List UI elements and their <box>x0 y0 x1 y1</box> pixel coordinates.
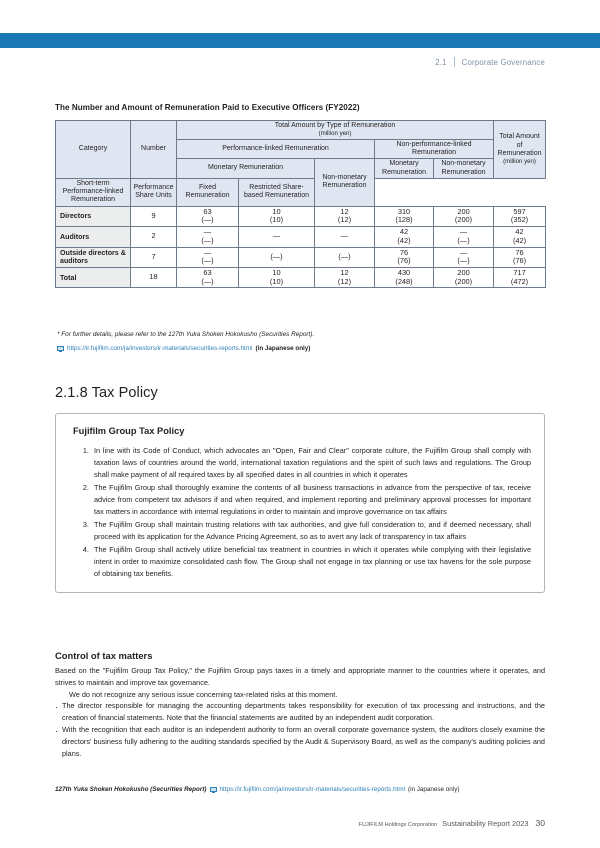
list-item: The Fujifilm Group shall actively utiliz… <box>91 544 531 579</box>
control-paragraph-1: Based on the "Fujifilm Group Tax Policy,… <box>55 666 545 687</box>
table-header: Category Number Total Amount by Type of … <box>55 120 547 207</box>
running-head-section-title: Corporate Governance <box>461 57 545 67</box>
page-footer: FUJIFILM Holdings Corporation Sustainabi… <box>359 818 546 828</box>
header-performance-linked: Performance-linked Remuneration <box>176 138 375 160</box>
row-total: 597 (352) <box>493 205 547 228</box>
header-number-label: Number <box>141 145 166 153</box>
source-url[interactable]: https://ir.fujifilm.com/ja/investors/ir-… <box>219 786 405 793</box>
control-of-tax-matters-body: Based on the "Fujifilm Group Tax Policy,… <box>55 665 545 760</box>
source-title: 127th Yuka Shoken Hokokusho (Securities … <box>55 786 207 793</box>
header-short-term: Short-term Performance-linked Remunerati… <box>55 177 131 207</box>
source-language-note: (in Japanese only) <box>407 786 460 793</box>
row-total: 76 (76) <box>493 246 547 269</box>
list-item: With the recognition that each auditor i… <box>55 724 545 759</box>
header-total-amount-label: Total Amount of Remuneration <box>497 133 542 157</box>
tax-policy-list: In line with its Code of Conduct, which … <box>69 445 531 579</box>
header-non-performance-linked: Non-performance-linked Remuneration <box>373 138 495 160</box>
row-category: Auditors <box>55 226 131 248</box>
row-psu: (—) <box>238 246 315 269</box>
row-psu: — <box>238 226 315 248</box>
table-row: Auditors 2 — (—) — — 42 (42) — (—) 42 (4… <box>55 226 547 248</box>
row-non-monetary: — <box>314 226 375 248</box>
footer-corporation: FUJIFILM Holdings Corporation <box>358 822 438 828</box>
row-total: 42 (42) <box>493 226 547 248</box>
table-caption: The Number and Amount of Remuneration Pa… <box>55 103 360 112</box>
row-non-monetary: 12 (12) <box>314 267 375 289</box>
row-number: 7 <box>130 246 177 269</box>
header-total-by-type-label: Total Amount by Type of Remuneration <box>274 122 396 129</box>
row-restricted: — (—) <box>432 226 495 248</box>
control-of-tax-matters-heading: Control of tax matters <box>55 650 153 661</box>
row-category: Total <box>55 267 131 289</box>
row-total: 717 (472) <box>493 267 547 289</box>
list-item: In line with its Code of Conduct, which … <box>91 445 531 480</box>
table-row: Total 18 63 (—) 10 (10) 12 (12) 430 (248… <box>55 267 547 289</box>
row-short-term: 63 (—) <box>176 205 239 228</box>
header-total-amount-unit: (million yen) <box>503 158 536 165</box>
row-number: 18 <box>130 267 177 289</box>
header-total-amount-spacer <box>375 178 434 206</box>
row-fixed: 42 (42) <box>374 226 434 248</box>
header-category: Category <box>55 120 131 179</box>
row-number: 2 <box>130 226 177 248</box>
header-total-by-type: Total Amount by Type of Remuneration (mi… <box>175 120 495 140</box>
header-non-monetary-remuneration: Non-monetary Remuneration <box>314 158 375 207</box>
row-restricted: 200 (200) <box>432 205 495 228</box>
row-restricted: — (—) <box>432 246 495 269</box>
table-footnote-url[interactable]: https://ir.fujifilm.com/ja/investors/ir-… <box>67 345 253 352</box>
header-category-label: Category <box>78 145 108 153</box>
row-psu: 10 (10) <box>238 205 315 228</box>
tax-policy-title: Fujifilm Group Tax Policy <box>73 426 185 436</box>
row-short-term: — (—) <box>176 246 239 269</box>
table-footnote: * For further details, please refer to t… <box>57 331 315 338</box>
row-short-term: — (—) <box>176 226 239 248</box>
source-reference-line: 127th Yuka Shoken Hokokusho (Securities … <box>55 786 459 793</box>
table-header-row-3: Monetary Remuneration Non-monetary Remun… <box>56 158 546 207</box>
table-header-row-4: Short-term Performance-linked Remunerati… <box>55 177 546 207</box>
row-category: Directors <box>55 205 131 228</box>
table-row: Directors 9 63 (—) 10 (10) 12 (12) 310 (… <box>55 205 547 228</box>
table-body: Directors 9 63 (—) 10 (10) 12 (12) 310 (… <box>55 205 547 289</box>
row-non-monetary: (—) <box>314 246 375 269</box>
row-fixed: 430 (248) <box>374 267 434 289</box>
running-head-divider <box>453 57 455 67</box>
page-top-accent-bar <box>0 33 600 48</box>
remuneration-table: Category Number Total Amount by Type of … <box>55 120 547 289</box>
header-np-non-monetary-remuneration: Non-monetary Remuneration <box>432 158 495 179</box>
table-footnote-language-note: (in Japanese only) <box>255 345 311 352</box>
row-non-monetary: 12 (12) <box>314 205 375 228</box>
header-monetary-remuneration: Monetary Remuneration <box>176 158 315 179</box>
table-footnote-link-row: https://ir.fujifilm.com/ja/investors/ir-… <box>57 345 310 352</box>
running-head: 2.1 Corporate Governance <box>435 57 545 67</box>
row-number: 9 <box>130 205 177 228</box>
header-total-by-type-unit: (million yen) <box>318 130 352 138</box>
row-short-term: 63 (—) <box>176 267 239 289</box>
page-title: 2.1.8 Tax Policy <box>55 385 158 401</box>
row-category: Outside directors & auditors <box>55 246 131 269</box>
tax-policy-box: Fujifilm Group Tax Policy In line with i… <box>55 413 545 593</box>
control-bullet-list: The director responsible for managing th… <box>55 700 545 759</box>
control-paragraph-2: We do not recognize any serious issue co… <box>69 689 338 699</box>
list-item: The Fujifilm Group shall maintain trusti… <box>91 519 531 543</box>
header-performance-share-units: Performance Share Units <box>130 177 177 207</box>
running-head-section-number: 2.1 <box>435 57 447 67</box>
table-row: Outside directors & auditors 7 — (—) (—)… <box>55 246 547 269</box>
row-restricted: 200 (200) <box>432 267 495 289</box>
footer-page-number: 30 <box>535 818 545 828</box>
header-restricted-share-based: Restricted Share-based Remuneration <box>238 177 315 207</box>
header-fixed-remuneration: Fixed Remuneration <box>176 177 239 207</box>
table-header-row-1: Category Number Total Amount by Type of … <box>55 120 547 179</box>
header-number: Number <box>130 120 177 179</box>
external-link-icon <box>57 345 64 352</box>
list-item: The Fujifilm Group shall thoroughly exam… <box>91 482 531 517</box>
row-fixed: 76 (76) <box>374 246 434 269</box>
footer-report-title: Sustainability Report 2023 <box>442 819 529 828</box>
list-item: The director responsible for managing th… <box>55 700 545 724</box>
header-total-amount: Total Amount of Remuneration (million ye… <box>493 120 547 179</box>
external-link-icon <box>209 786 217 793</box>
row-psu: 10 (10) <box>238 267 315 289</box>
header-np-monetary-remuneration: Monetary Remuneration <box>374 158 434 179</box>
table-header-row-2: Performance-linked Remuneration Non-perf… <box>56 138 546 160</box>
row-fixed: 310 (128) <box>374 205 434 228</box>
